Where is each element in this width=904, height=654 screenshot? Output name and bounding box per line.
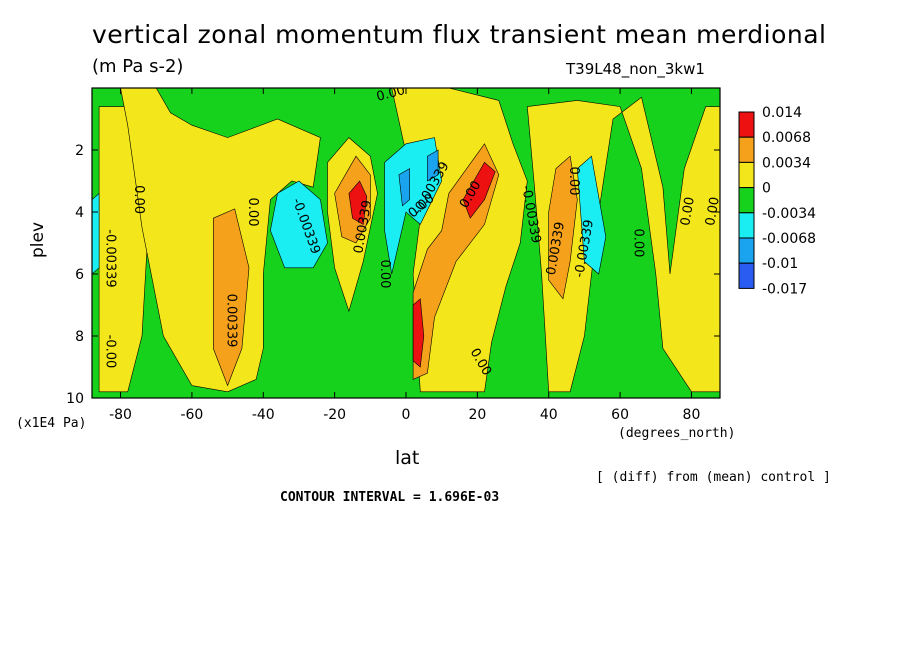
x-tick-label: 80 (683, 407, 701, 423)
filled-contours (92, 88, 720, 393)
y-tick-label: 6 (75, 267, 84, 283)
legend-swatch (738, 187, 755, 214)
legend-label: -0.01 (762, 256, 798, 272)
x-axis-label: lat (395, 447, 420, 469)
x-axis-units: (degrees_north) (618, 426, 736, 441)
legend-label: -0.017 (762, 281, 807, 297)
contour-region (526, 96, 720, 393)
legend-swatch (738, 111, 755, 138)
contour-label: 0.00 (377, 260, 392, 289)
contour-label: -0.00339 (102, 229, 117, 287)
contour-interval: CONTOUR INTERVAL = 1.696E-03 (280, 490, 500, 505)
chart-units: (m Pa s-2) (92, 56, 184, 77)
x-tick-label: 0 (402, 407, 411, 423)
contour-label: 0.00 (630, 229, 645, 258)
legend-label: 0.014 (762, 105, 802, 121)
contour-label: 0.00 (131, 185, 146, 214)
contour-region (92, 192, 100, 275)
y-tick-label: 10 (66, 391, 84, 407)
contour-region (348, 180, 368, 225)
color-legend: 0.014 0.0068 0.0034 0 -0.0034 -0.0068 -0.01 -0.… (738, 105, 816, 297)
x-tick-label: 60 (611, 407, 629, 423)
x-tick-label: -20 (323, 407, 346, 423)
legend-swatch (738, 262, 755, 289)
legend-label: 0.0068 (762, 130, 811, 146)
contour-label: 0.00 (703, 196, 723, 227)
x-tick-label: -80 (109, 407, 132, 423)
legend-swatch (738, 237, 755, 264)
contour-label: 0.00 (245, 198, 260, 227)
contour-label: -0.00 (102, 335, 117, 369)
contour-region (398, 168, 410, 207)
run-label: T39L48_non_3kw1 (566, 60, 705, 78)
chart-title: vertical zonal momentum flux transient m… (92, 20, 827, 49)
legend-swatch (738, 161, 755, 189)
legend-swatch (738, 136, 755, 163)
contour-region (412, 298, 425, 368)
contour-label: 0.00 (566, 167, 581, 196)
x-tick-label: -40 (252, 407, 275, 423)
contour-region (270, 180, 328, 269)
legend-label: 0 (762, 181, 771, 197)
x-axis-ticks: -80 -60 -40 -20 0 20 40 60 80 (109, 88, 700, 423)
legend-label: -0.0034 (762, 206, 816, 222)
y-axis-units: (x1E4 Pa) (16, 416, 87, 431)
contour-label: 0.00 (678, 196, 698, 227)
contour-label: 0.00339 (224, 294, 239, 348)
x-tick-label: -60 (180, 407, 203, 423)
legend-swatch (738, 212, 755, 239)
contour-region (548, 155, 578, 300)
y-tick-label: 4 (75, 205, 84, 221)
legend-label: 0.0034 (762, 155, 811, 171)
y-axis-ticks: 2 4 6 8 10 (66, 143, 720, 407)
contour-region (462, 161, 496, 219)
contour-region (427, 149, 439, 182)
contour-region (576, 155, 607, 275)
diff-note: [ (diff) from (mean) control ] (596, 470, 831, 485)
y-tick-label: 8 (75, 329, 84, 345)
contour-region (213, 208, 250, 387)
x-tick-label: 20 (468, 407, 486, 423)
y-tick-label: 2 (75, 143, 84, 159)
legend-label: -0.0068 (762, 231, 816, 247)
x-tick-label: 40 (540, 407, 558, 423)
